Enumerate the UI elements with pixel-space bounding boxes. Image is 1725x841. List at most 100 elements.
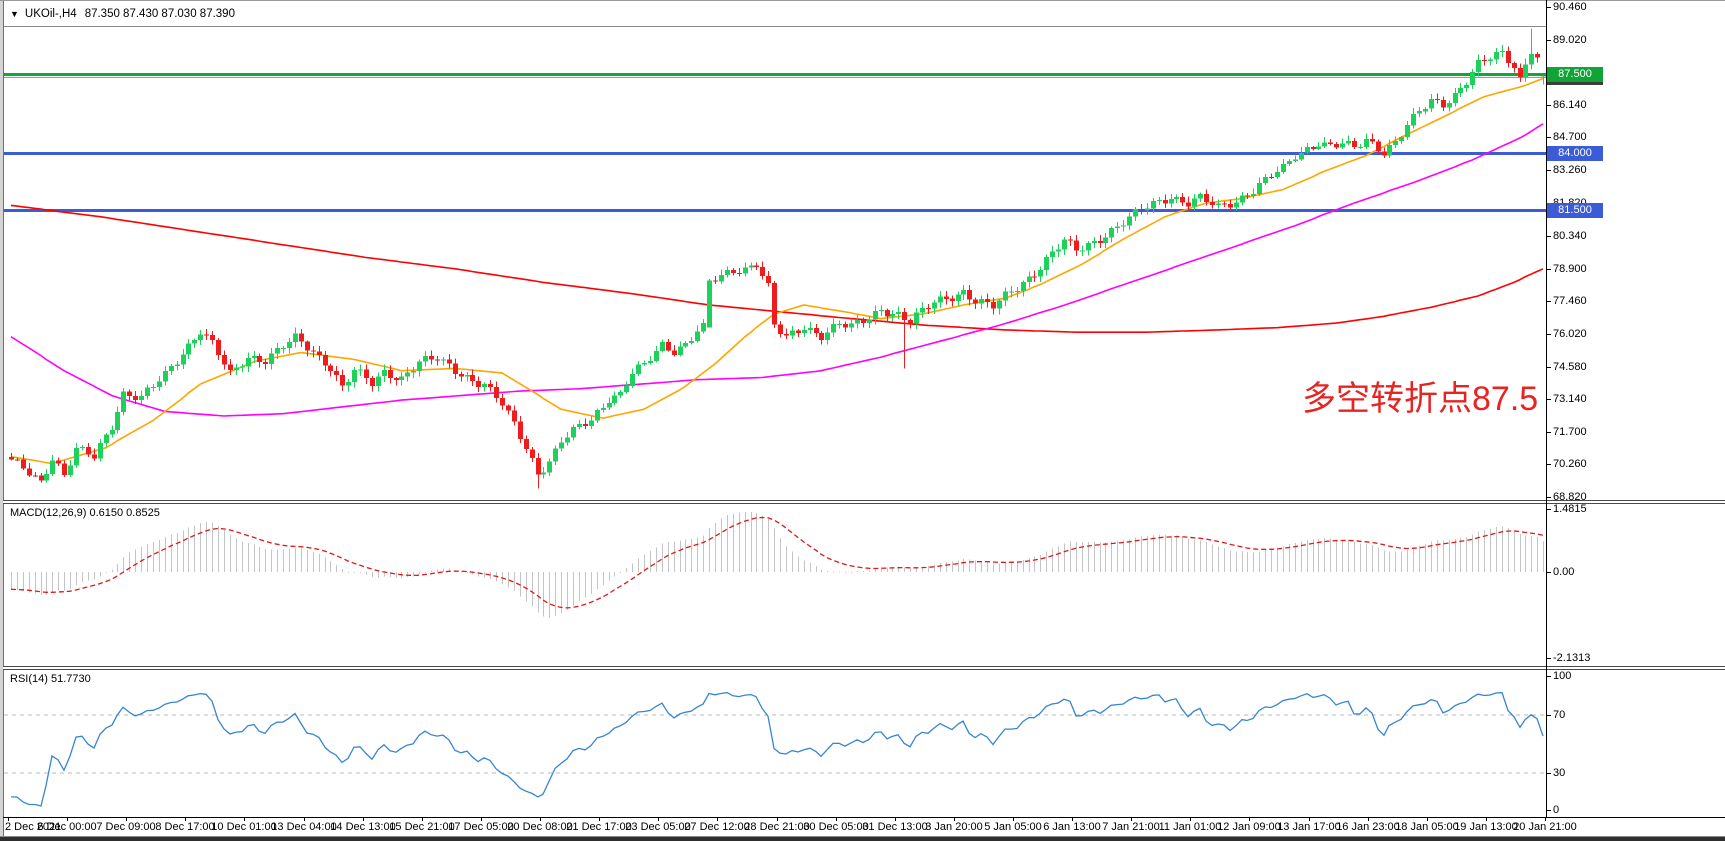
time-axis-label: 28 Dec 21:00 [744,821,810,833]
time-tick [481,817,482,821]
chart-annotation-text: 多空转折点87.5 [1302,380,1539,418]
time-axis-label: 19 Jan 13:00 [1454,821,1518,833]
time-axis-label: 7 Jan 21:00 [1102,821,1160,833]
price-axis-label: 68.820 [1553,491,1587,503]
rsi-indicator-plot[interactable] [4,671,1546,817]
price-badge-87.500: 87.500 [1547,67,1603,82]
time-tick [1013,817,1014,821]
time-tick [954,817,955,821]
price-tick [1546,497,1551,498]
price-badge-84.000: 84.000 [1547,146,1603,161]
time-tick [304,817,305,821]
price-axis-line [1546,0,1547,817]
time-axis-label: 30 Dec 05:00 [803,821,869,833]
price-axis-label: 71.700 [1553,426,1587,438]
macd-indicator-label: MACD(12,26,9) 0.6150 0.8525 [10,507,160,519]
price-tick [1546,334,1551,335]
time-tick [1190,817,1191,821]
price-tick [1546,105,1551,106]
window-top-border [0,0,1725,1]
price-axis-label: 73.140 [1553,393,1587,405]
time-tick [717,817,718,821]
time-axis-label: 3 Jan 20:00 [925,821,983,833]
price-badge-81.500: 81.500 [1547,203,1603,218]
time-tick [422,817,423,821]
rsi-axis-label: 100 [1553,670,1572,682]
window-left-border [3,0,4,836]
time-axis-label: 12 Jan 09:00 [1217,821,1281,833]
rsi-tick [1546,810,1551,811]
price-tick [1546,399,1551,400]
time-tick [126,817,127,821]
time-axis-label: 10 Dec 01:00 [211,821,277,833]
price-tick [1546,464,1551,465]
symbol-dropdown-icon[interactable]: ▼ [10,8,19,19]
rsi-indicator-label: RSI(14) 51.7730 [10,673,91,685]
time-tick [836,817,837,821]
price-axis-label: 77.460 [1553,295,1587,307]
price-axis-label: 83.260 [1553,164,1587,176]
time-tick [658,817,659,821]
time-axis-label: 14 Dec 13:00 [330,821,396,833]
price-axis-label: 84.700 [1553,131,1587,143]
price-axis-label: 90.460 [1553,1,1587,13]
time-tick [1545,817,1546,821]
price-chart-plot[interactable] [4,26,1546,500]
macd-indicator-plot[interactable] [4,505,1546,666]
rsi-axis-label: 30 [1553,767,1566,779]
time-tick [1249,817,1250,821]
rsi-tick [1546,715,1551,716]
panel-separator-rsi[interactable] [3,666,1725,670]
time-axis-line [3,817,1725,818]
time-axis-label: 21 Dec 17:00 [566,821,632,833]
time-axis-label: 17 Dec 05:00 [448,821,514,833]
price-axis-label: 74.580 [1553,361,1587,373]
time-axis-label: 18 Jan 05:00 [1395,821,1459,833]
ohlc-readout: 87.350 87.430 87.030 87.390 [84,7,235,20]
price-axis-label: 80.340 [1553,230,1587,242]
price-tick [1546,7,1551,8]
panel-separator-macd[interactable] [3,500,1725,504]
time-axis-label: 20 Dec 08:00 [507,821,573,833]
macd-tick [1546,658,1551,659]
rsi-tick [1546,773,1551,774]
price-tick [1546,269,1551,270]
macd-axis-label: -2.1313 [1553,652,1591,664]
time-tick [1486,817,1487,821]
time-tick [1072,817,1073,821]
time-tick [363,817,364,821]
price-tick [1546,236,1551,237]
price-tick [1546,40,1551,41]
window-left-strip [0,0,3,841]
macd-axis-label: 1.4815 [1553,503,1587,515]
time-tick [244,817,245,821]
time-axis-label: 2 Dec 2021 [5,821,62,833]
price-axis-label: 78.900 [1553,263,1587,275]
time-tick [1131,817,1132,821]
macd-tick [1546,572,1551,573]
macd-tick [1546,509,1551,510]
symbol-title: UKOil-,H4 [24,7,77,20]
time-axis-label: 23 Dec 05:00 [625,821,691,833]
time-axis-label: 20 Jan 21:00 [1513,821,1577,833]
time-axis-label: 11 Jan 01:00 [1158,821,1222,833]
time-axis-label: 5 Jan 05:00 [984,821,1042,833]
time-axis-label: 6 Dec 00:00 [37,821,97,833]
price-tick [1546,170,1551,171]
price-axis-label: 86.140 [1553,99,1587,111]
price-axis-label: 70.260 [1553,458,1587,470]
price-tick [1546,432,1551,433]
time-tick [777,817,778,821]
time-tick [1309,817,1310,821]
macd-axis-label: 0.00 [1553,566,1575,578]
price-tick [1546,301,1551,302]
price-axis-label: 89.020 [1553,34,1587,46]
time-tick [1427,817,1428,821]
price-axis-label: 76.020 [1553,328,1587,340]
time-axis-label: 15 Dec 21:00 [389,821,455,833]
time-tick [1368,817,1369,821]
rsi-axis-label: 0 [1553,804,1560,816]
price-tick [1546,367,1551,368]
time-axis-label: 31 Dec 13:00 [862,821,928,833]
